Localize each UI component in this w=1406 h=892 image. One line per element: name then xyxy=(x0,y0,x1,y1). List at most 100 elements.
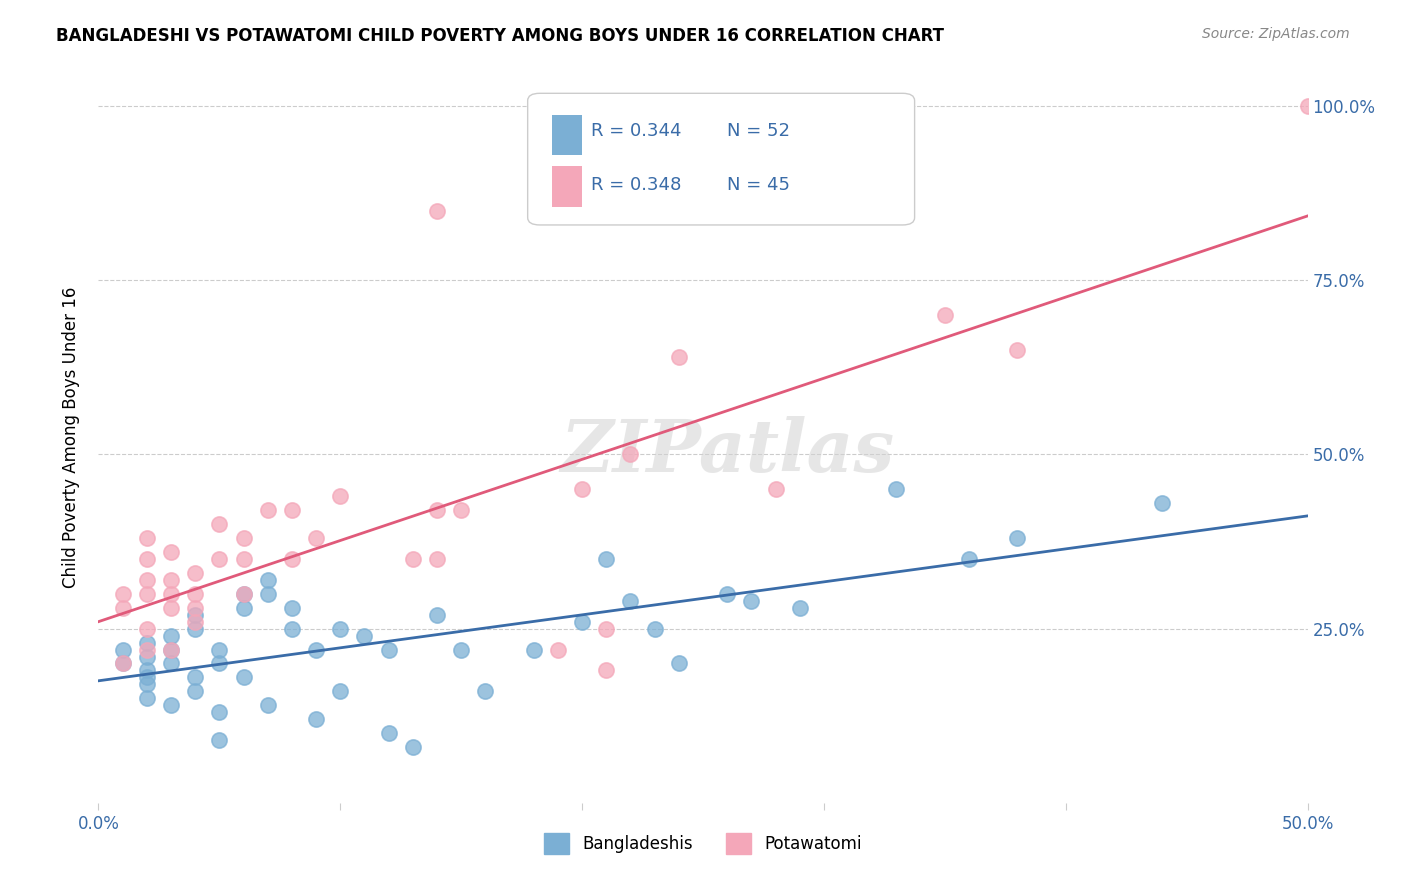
Bangladeshis xyxy=(208,657,231,671)
Potawatomi xyxy=(160,587,183,601)
Bangladeshis xyxy=(474,684,496,698)
Bangladeshis xyxy=(256,573,278,587)
Potawatomi xyxy=(426,552,449,566)
Bangladeshis xyxy=(135,677,157,691)
Bangladeshis xyxy=(740,594,762,608)
Bangladeshis xyxy=(402,740,425,755)
Potawatomi xyxy=(160,600,183,615)
Bangladeshis xyxy=(281,622,304,636)
Potawatomi xyxy=(135,531,157,545)
Bangladeshis xyxy=(160,657,183,671)
Potawatomi xyxy=(135,642,157,657)
Potawatomi xyxy=(426,203,449,218)
Bangladeshis xyxy=(256,698,278,713)
Potawatomi xyxy=(402,552,425,566)
Bangladeshis xyxy=(886,483,908,497)
Bangladeshis xyxy=(208,642,231,657)
Potawatomi xyxy=(281,503,304,517)
Potawatomi xyxy=(184,615,207,629)
Potawatomi xyxy=(1296,99,1319,113)
Text: N = 45: N = 45 xyxy=(727,176,790,194)
Bangladeshis xyxy=(111,642,134,657)
Bangladeshis xyxy=(1007,531,1029,545)
Potawatomi xyxy=(765,483,787,497)
Potawatomi xyxy=(111,657,134,671)
Potawatomi xyxy=(208,517,231,532)
Bangladeshis xyxy=(377,726,399,740)
Potawatomi xyxy=(184,587,207,601)
Potawatomi xyxy=(160,573,183,587)
Bangladeshis xyxy=(184,607,207,622)
Text: Source: ZipAtlas.com: Source: ZipAtlas.com xyxy=(1202,27,1350,41)
Bangladeshis xyxy=(619,594,641,608)
Text: R = 0.344: R = 0.344 xyxy=(591,122,681,140)
Potawatomi xyxy=(184,600,207,615)
Text: N = 52: N = 52 xyxy=(727,122,790,140)
Bangladeshis xyxy=(668,657,690,671)
Text: BANGLADESHI VS POTAWATOMI CHILD POVERTY AMONG BOYS UNDER 16 CORRELATION CHART: BANGLADESHI VS POTAWATOMI CHILD POVERTY … xyxy=(56,27,945,45)
Potawatomi xyxy=(281,552,304,566)
Potawatomi xyxy=(232,531,254,545)
Bangladeshis xyxy=(184,670,207,684)
Bangladeshis xyxy=(160,642,183,657)
Bar xyxy=(551,167,582,207)
Legend: Bangladeshis, Potawatomi: Bangladeshis, Potawatomi xyxy=(537,827,869,860)
Bangladeshis xyxy=(160,698,183,713)
Bangladeshis xyxy=(789,600,811,615)
Bangladeshis xyxy=(111,657,134,671)
Potawatomi xyxy=(595,664,617,678)
Bangladeshis xyxy=(232,670,254,684)
Potawatomi xyxy=(547,642,569,657)
Potawatomi xyxy=(934,308,956,322)
Bar xyxy=(551,115,582,155)
Potawatomi xyxy=(232,587,254,601)
Potawatomi xyxy=(256,503,278,517)
Potawatomi xyxy=(232,552,254,566)
Bangladeshis xyxy=(135,670,157,684)
Potawatomi xyxy=(329,489,352,503)
Bangladeshis xyxy=(450,642,472,657)
Bangladeshis xyxy=(208,733,231,747)
Potawatomi xyxy=(135,622,157,636)
Bangladeshis xyxy=(353,629,375,643)
Bangladeshis xyxy=(1152,496,1174,510)
Potawatomi xyxy=(619,448,641,462)
Potawatomi xyxy=(160,545,183,559)
Bangladeshis xyxy=(160,629,183,643)
Potawatomi xyxy=(426,503,449,517)
Bangladeshis xyxy=(571,615,593,629)
Bangladeshis xyxy=(377,642,399,657)
Bangladeshis xyxy=(135,691,157,706)
Potawatomi xyxy=(1007,343,1029,357)
Potawatomi xyxy=(208,552,231,566)
Potawatomi xyxy=(160,642,183,657)
Potawatomi xyxy=(184,566,207,580)
Bangladeshis xyxy=(208,705,231,719)
Potawatomi xyxy=(571,483,593,497)
Bangladeshis xyxy=(644,622,666,636)
Potawatomi xyxy=(111,600,134,615)
Bangladeshis xyxy=(135,664,157,678)
Bangladeshis xyxy=(135,649,157,664)
Bangladeshis xyxy=(523,642,546,657)
Potawatomi xyxy=(135,573,157,587)
Bangladeshis xyxy=(232,600,254,615)
Bangladeshis xyxy=(426,607,449,622)
Bangladeshis xyxy=(184,622,207,636)
Y-axis label: Child Poverty Among Boys Under 16: Child Poverty Among Boys Under 16 xyxy=(62,286,80,588)
Potawatomi xyxy=(595,622,617,636)
Bangladeshis xyxy=(595,552,617,566)
Potawatomi xyxy=(305,531,328,545)
Bangladeshis xyxy=(135,635,157,649)
Bangladeshis xyxy=(281,600,304,615)
Bangladeshis xyxy=(232,587,254,601)
Potawatomi xyxy=(668,350,690,364)
Bangladeshis xyxy=(716,587,738,601)
Potawatomi xyxy=(450,503,472,517)
FancyBboxPatch shape xyxy=(527,94,915,225)
Bangladeshis xyxy=(329,622,352,636)
Bangladeshis xyxy=(329,684,352,698)
Text: R = 0.348: R = 0.348 xyxy=(591,176,681,194)
Potawatomi xyxy=(111,587,134,601)
Bangladeshis xyxy=(305,712,328,726)
